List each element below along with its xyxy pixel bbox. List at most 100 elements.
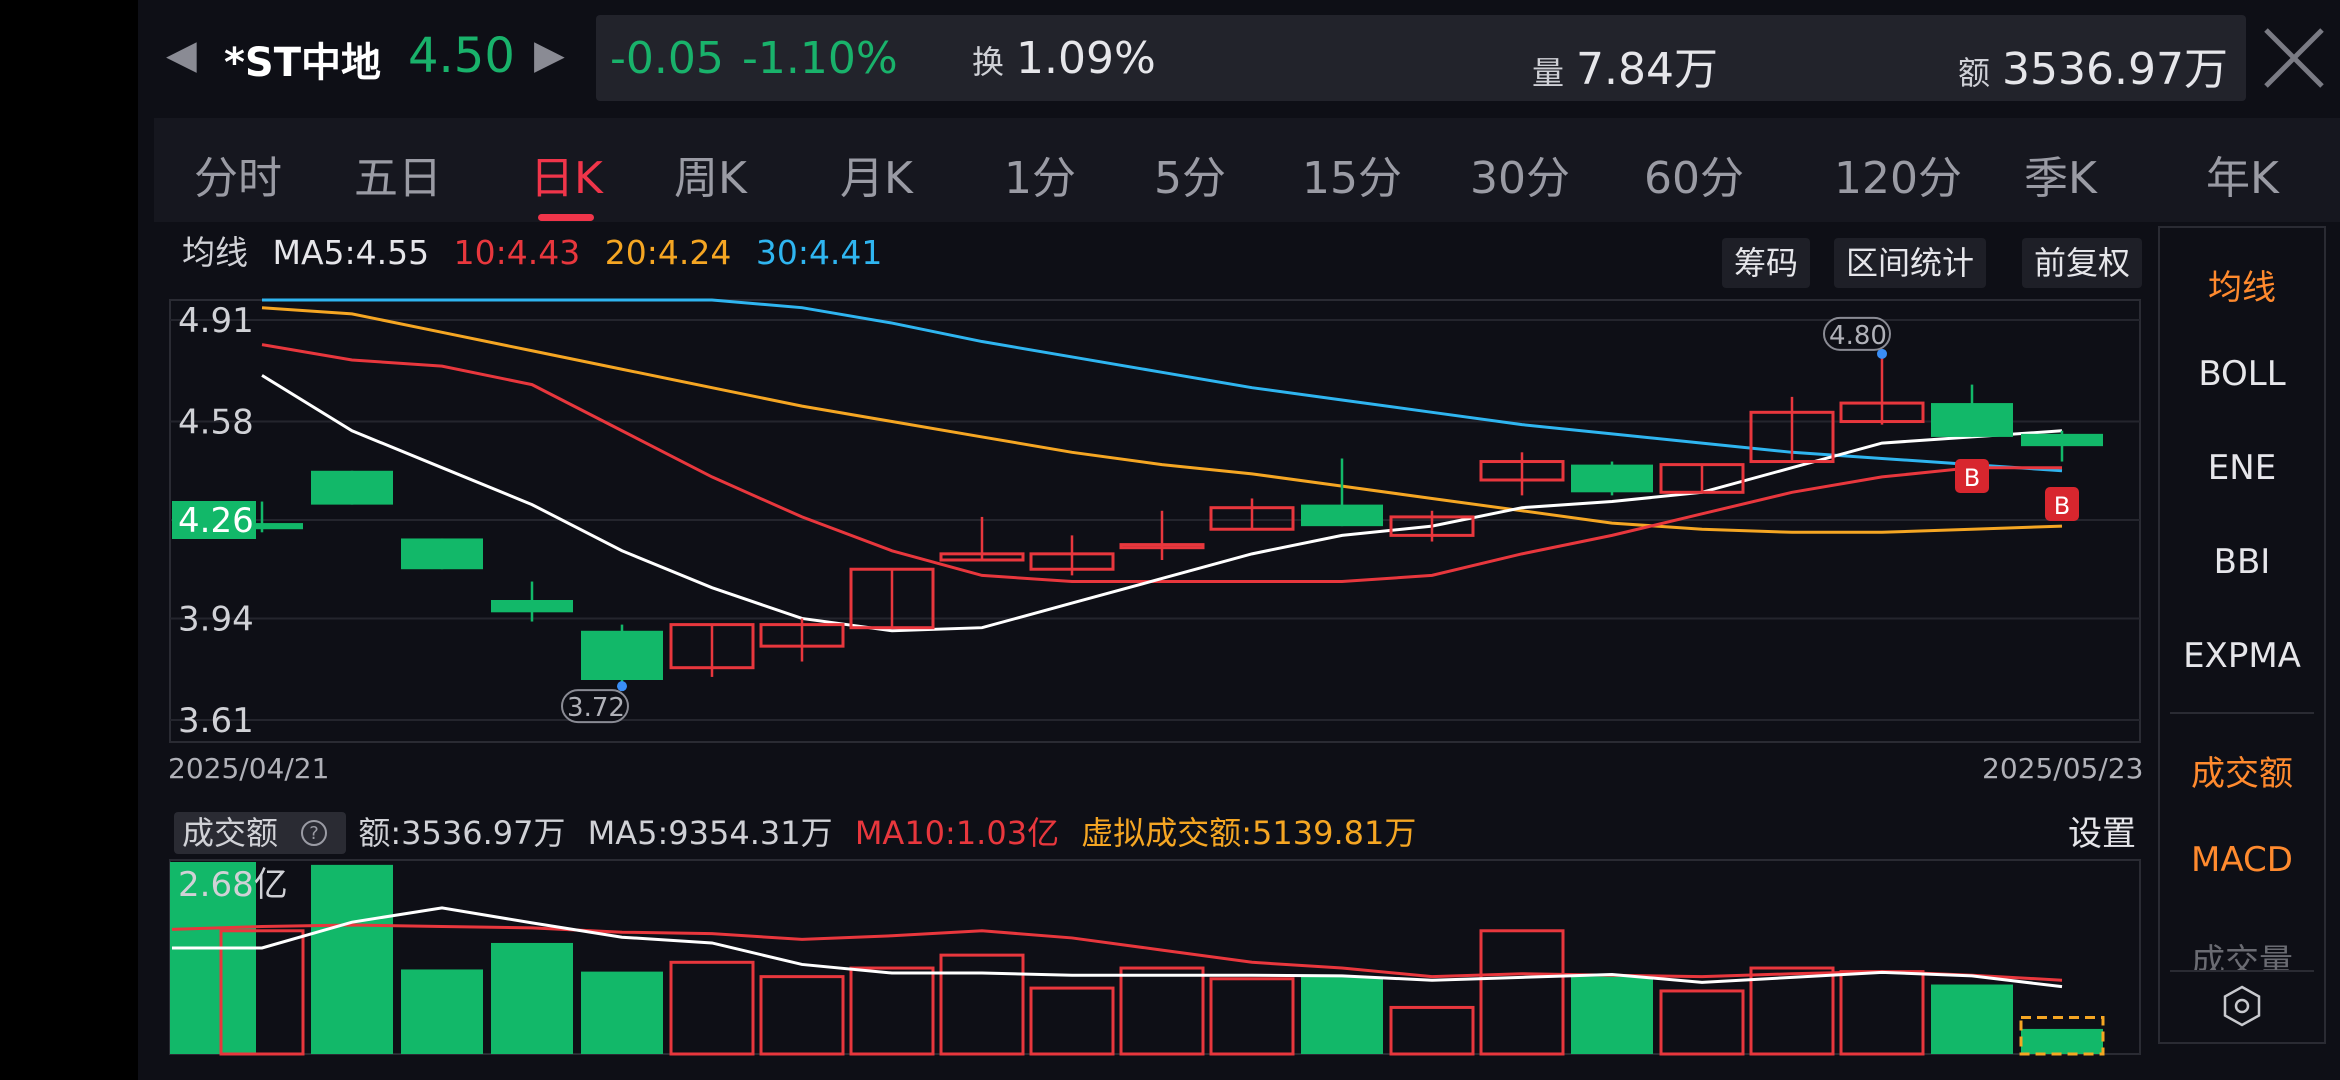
volume-bar (581, 971, 663, 1054)
ma10-value: 10:4.43 (453, 233, 581, 272)
ma-legend: 均线 MA5:4.55 10:4.43 20:4.24 30:4.41 (182, 226, 896, 274)
tab-9[interactable]: 60分 (1644, 153, 1744, 204)
extreme-point-bubble (1823, 316, 1891, 351)
extreme-point-label: 3.72 (567, 693, 625, 723)
volume-bar (401, 969, 483, 1054)
volume-bar (1479, 929, 1565, 1056)
candle-body (759, 623, 845, 648)
menu-ene[interactable]: ENE (2207, 448, 2277, 488)
tab-5[interactable]: 1分 (1004, 153, 1076, 204)
tab-1[interactable]: 五日 (354, 153, 442, 204)
candle-body (1571, 464, 1653, 493)
svg-text:?: ? (309, 823, 319, 844)
volume-bar (491, 942, 573, 1054)
tab-11[interactable]: 季K (2024, 153, 2097, 204)
candle-body (939, 552, 1025, 562)
tab-3[interactable]: 周K (674, 153, 747, 204)
candle-body (849, 567, 935, 630)
menu-amount[interactable]: 成交额 (2191, 754, 2293, 794)
virtual-volume-bar (2019, 1015, 2105, 1056)
volume-bar (1209, 977, 1295, 1056)
current-price-label: 4.26 (178, 501, 254, 541)
close-icon[interactable] (2258, 22, 2330, 94)
candle-body (1839, 401, 1925, 424)
hexagon-gear-icon[interactable] (2220, 984, 2264, 1028)
extreme-point-label: 4.80 (1829, 321, 1887, 351)
candle-body (581, 630, 663, 680)
current-price-tag (172, 501, 256, 539)
candle-body (2021, 433, 2103, 447)
tab-6[interactable]: 5分 (1154, 153, 1226, 204)
volume-bar (1119, 966, 1205, 1056)
triangle-left-icon[interactable]: ◀ (166, 32, 197, 78)
candle-body (1389, 515, 1475, 537)
menu-macd[interactable]: MACD (2191, 840, 2293, 880)
candle-body (1301, 504, 1383, 527)
menu-ma[interactable]: 均线 (2208, 268, 2276, 308)
end-date: 2025/05/23 (1982, 752, 2144, 785)
volume-bar (1749, 966, 1835, 1056)
volume-bar (2021, 1028, 2103, 1054)
active-tab-underline (538, 214, 594, 221)
extreme-point-dot (617, 681, 627, 692)
ma30-value: 30:4.41 (755, 233, 883, 272)
buy-signal-label: B (1964, 464, 1980, 492)
ma5-value: MA5:4.55 (272, 233, 430, 272)
question-circle-icon[interactable]: ? (300, 819, 328, 847)
tab-4[interactable]: 月K (840, 153, 913, 204)
forward-adjust-button[interactable]: 前复权 (2022, 238, 2143, 288)
triangle-right-icon[interactable]: ▶ (534, 32, 565, 78)
extreme-point-bubble (561, 689, 629, 724)
volume-bar (939, 953, 1025, 1056)
menu-bbi[interactable]: BBI (2213, 542, 2271, 582)
volume-bar (1931, 984, 2013, 1054)
indicator-menu: 均线 BOLL ENE BBI EXPMA 成交额 MACD 成交量 (2158, 226, 2326, 1044)
volume-bar (669, 960, 755, 1056)
menu-divider (2170, 712, 2314, 714)
stock-name: *ST中地 (224, 40, 382, 86)
volume: 量 7.84万 (1532, 44, 1718, 95)
tab-2[interactable]: 日K (530, 153, 603, 204)
tab-0[interactable]: 分时 (194, 153, 282, 204)
settings-button[interactable]: 设置 (2068, 814, 2136, 854)
left-edge (0, 0, 138, 1080)
candle-body (1029, 552, 1115, 571)
candle-body (221, 523, 303, 530)
tab-12[interactable]: 年K (2206, 153, 2279, 204)
tab-8[interactable]: 30分 (1470, 153, 1570, 204)
menu-volume[interactable]: 成交量 (2191, 942, 2293, 970)
volume-ma10-line (171, 923, 2063, 982)
price-change: -0.05 (610, 33, 724, 84)
volume-amount: 额:3536.97万 (358, 814, 566, 852)
volume-legend: 成交额 ? 额:3536.97万 MA5:9354.31万 MA10:1.03亿… (174, 808, 1428, 854)
tab-10[interactable]: 120分 (1834, 153, 1962, 204)
volume-bar (1571, 976, 1653, 1054)
candle-body (1119, 543, 1205, 550)
volume-bar (1659, 989, 1745, 1056)
volume-title[interactable]: 成交额 ? (174, 812, 347, 854)
volume-ma10: MA10:1.03亿 (854, 814, 1060, 852)
candle-body (491, 600, 573, 613)
volume-bar (1839, 970, 1925, 1056)
volume-bar (1029, 986, 1115, 1056)
quote-header: ◀ *ST中地 4.50 ▶ -0.05 -1.10% 换 1.09% 量 7.84… (138, 0, 2340, 112)
volume-bar (759, 975, 845, 1056)
menu-boll[interactable]: BOLL (2198, 354, 2286, 394)
y-tick-label: 3.61 (178, 701, 254, 741)
chips-button[interactable]: 筹码 (1722, 238, 1811, 288)
range-stats-button[interactable]: 区间统计 (1834, 238, 1987, 288)
volume-ma5-line (172, 906, 2063, 989)
candle-body (1209, 506, 1295, 531)
buy-signal-badge (2045, 487, 2079, 521)
ma10-line (261, 343, 2062, 584)
ma20-value: 20:4.24 (604, 233, 732, 272)
menu-expma[interactable]: EXPMA (2183, 636, 2301, 676)
tab-7[interactable]: 15分 (1302, 153, 1402, 204)
ma-legend-title: 均线 (182, 233, 248, 272)
ma30-line (262, 298, 2063, 473)
candle-body (1659, 463, 1745, 494)
period-tabs: 分时 五日 日K 周K 月K 1分 5分 15分 30分 60分 120分 季K 年K (154, 118, 2340, 222)
buy-signal-label: B (2054, 492, 2070, 520)
buy-signal-badge (1955, 459, 1989, 493)
